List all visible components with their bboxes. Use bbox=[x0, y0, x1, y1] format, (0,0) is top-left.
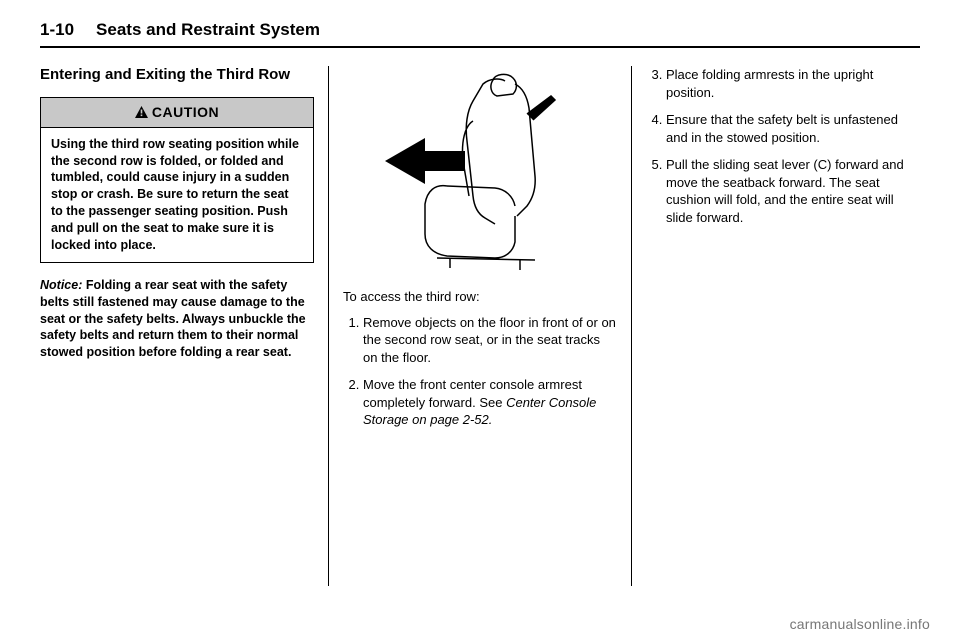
step-3: Place folding armrests in the upright po… bbox=[666, 66, 920, 101]
caution-header: CAUTION bbox=[41, 98, 313, 128]
steps-col3: Place folding armrests in the upright po… bbox=[646, 66, 920, 226]
access-lead-in: To access the third row: bbox=[343, 288, 617, 306]
notice-paragraph: Notice: Folding a rear seat with the saf… bbox=[40, 277, 314, 361]
column-3: Place folding armrests in the upright po… bbox=[632, 66, 920, 586]
subheading-entering-exiting: Entering and Exiting the Third Row bbox=[40, 66, 314, 85]
column-1: Entering and Exiting the Third Row CAUTI… bbox=[40, 66, 329, 586]
caution-box: CAUTION Using the third row seating posi… bbox=[40, 97, 314, 263]
step-1: Remove objects on the floor in front of … bbox=[363, 314, 617, 367]
caution-label: CAUTION bbox=[152, 104, 219, 120]
notice-label: Notice: bbox=[40, 278, 82, 292]
section-title: Seats and Restraint System bbox=[96, 20, 320, 40]
page-number: 1-10 bbox=[40, 20, 74, 40]
step-5: Pull the sliding seat lever (C) forward … bbox=[666, 156, 920, 226]
steps-col2: Remove objects on the floor in front of … bbox=[343, 314, 617, 429]
page-header: 1-10 Seats and Restraint System bbox=[40, 20, 920, 48]
warning-triangle-icon bbox=[135, 103, 148, 122]
content-columns: Entering and Exiting the Third Row CAUTI… bbox=[40, 66, 920, 586]
step-4: Ensure that the safety belt is unfastene… bbox=[666, 111, 920, 146]
seat-fold-illustration bbox=[355, 66, 605, 276]
column-2: To access the third row: Remove objects … bbox=[329, 66, 632, 586]
manual-page: 1-10 Seats and Restraint System Entering… bbox=[0, 0, 960, 640]
watermark: carmanualsonline.info bbox=[790, 616, 930, 632]
step-2: Move the front center console armrest co… bbox=[363, 376, 617, 429]
caution-body: Using the third row seating position whi… bbox=[41, 128, 313, 262]
